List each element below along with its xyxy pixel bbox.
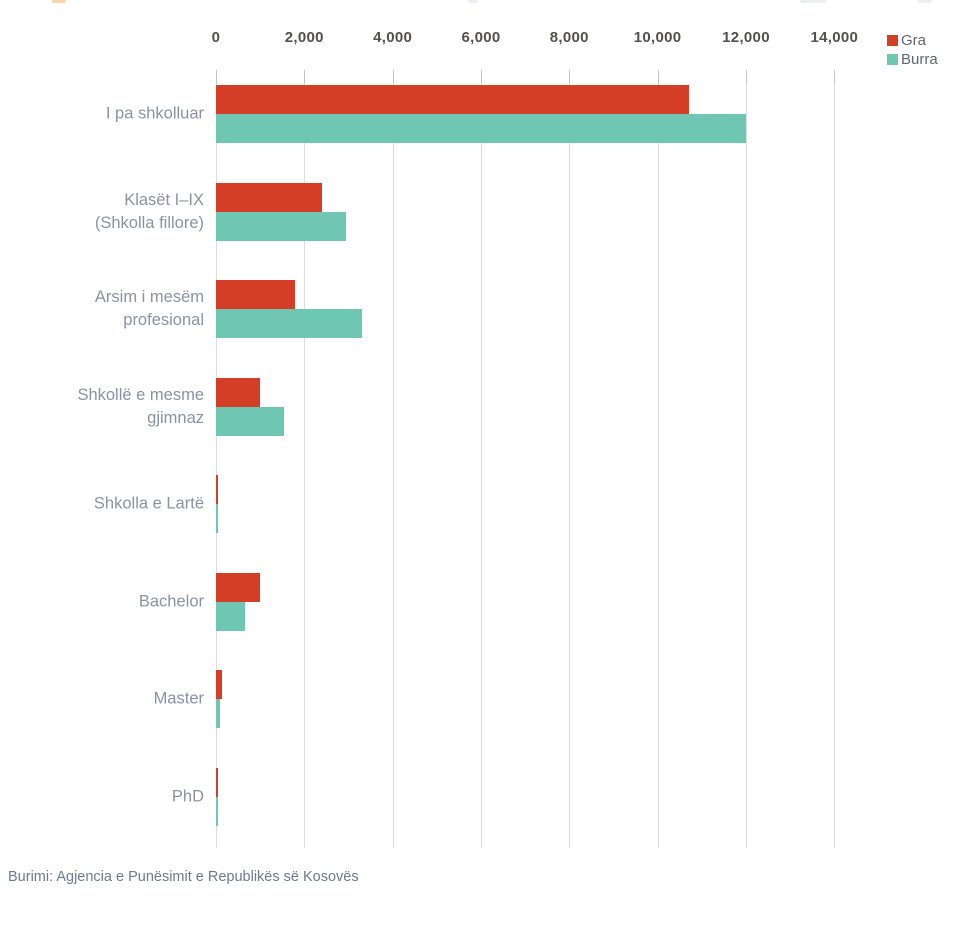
legend-item-gra: Gra <box>887 31 938 50</box>
axis-tick <box>392 70 394 84</box>
x-axis-tick-label: 10,000 <box>633 29 682 46</box>
cropped-title-remnant <box>918 0 932 3</box>
bar-gra-3 <box>216 280 295 309</box>
bar-gra-2 <box>216 182 322 212</box>
axis-tick <box>569 70 571 84</box>
bar-gra-5 <box>216 475 218 504</box>
axis-tick <box>746 70 747 84</box>
x-axis-tick-label: 2,000 <box>284 29 324 46</box>
bar-gra-4 <box>216 377 260 407</box>
bar-burra-8 <box>216 796 218 826</box>
axis-tick <box>304 70 306 84</box>
category-label: Klasët I–IX (Shkolla fillore) <box>94 190 204 232</box>
bar-gra-8 <box>216 767 218 797</box>
category-label: Shkollë e mesme gjimnaz <box>77 385 204 427</box>
chart-legend: Gra Burra <box>887 31 938 69</box>
bar-gra-7 <box>216 670 222 699</box>
x-axis-tick-label: 6,000 <box>461 29 501 46</box>
bar-burra-3 <box>216 309 362 338</box>
bar-burra-7 <box>216 699 220 728</box>
category-label: I pa shkolluar <box>105 104 204 123</box>
bar-burra-6 <box>216 601 245 631</box>
axis-tick <box>216 70 217 84</box>
bar-gra-6 <box>216 572 260 602</box>
category-label: Shkolla e Lartë <box>93 494 204 513</box>
gridline <box>304 70 306 848</box>
gridline <box>392 70 394 848</box>
gridline <box>216 70 217 848</box>
bar-burra-5 <box>216 504 218 533</box>
legend-item-burra: Burra <box>887 50 938 69</box>
x-axis-tick-label: 8,000 <box>549 29 589 46</box>
legend-label-burra: Burra <box>901 51 938 68</box>
x-axis-tick-label: 0 <box>211 29 221 46</box>
bar-burra-1 <box>216 114 746 143</box>
category-label: Bachelor <box>138 592 204 610</box>
axis-tick <box>834 70 836 84</box>
legend-label-gra: Gra <box>901 32 927 49</box>
gridline <box>569 70 571 848</box>
axis-tick <box>657 70 659 84</box>
gra-legend-swatch-icon <box>887 35 898 46</box>
gridline <box>481 70 482 848</box>
axis-tick <box>481 70 482 84</box>
x-axis-tick-label: 12,000 <box>722 29 770 46</box>
cropped-title-remnant <box>800 0 826 3</box>
gridline <box>834 70 836 848</box>
category-label: Arsim i mesëm profesional <box>94 288 204 329</box>
cropped-title-remnant <box>468 0 478 3</box>
category-label: Master <box>153 689 204 708</box>
gridline <box>657 70 659 848</box>
category-label: PhD <box>171 787 204 805</box>
gridline <box>746 70 747 848</box>
burra-legend-swatch-icon <box>887 54 898 65</box>
bar-gra-1 <box>216 85 689 114</box>
x-axis-tick-label: 4,000 <box>373 29 413 46</box>
x-axis-tick-label: 14,000 <box>810 29 859 46</box>
cropped-title-remnant <box>52 0 66 3</box>
source-note: Burimi: Agjencia e Punësimit e Republikë… <box>8 869 359 885</box>
bar-burra-2 <box>216 211 346 241</box>
bar-burra-4 <box>216 406 284 436</box>
